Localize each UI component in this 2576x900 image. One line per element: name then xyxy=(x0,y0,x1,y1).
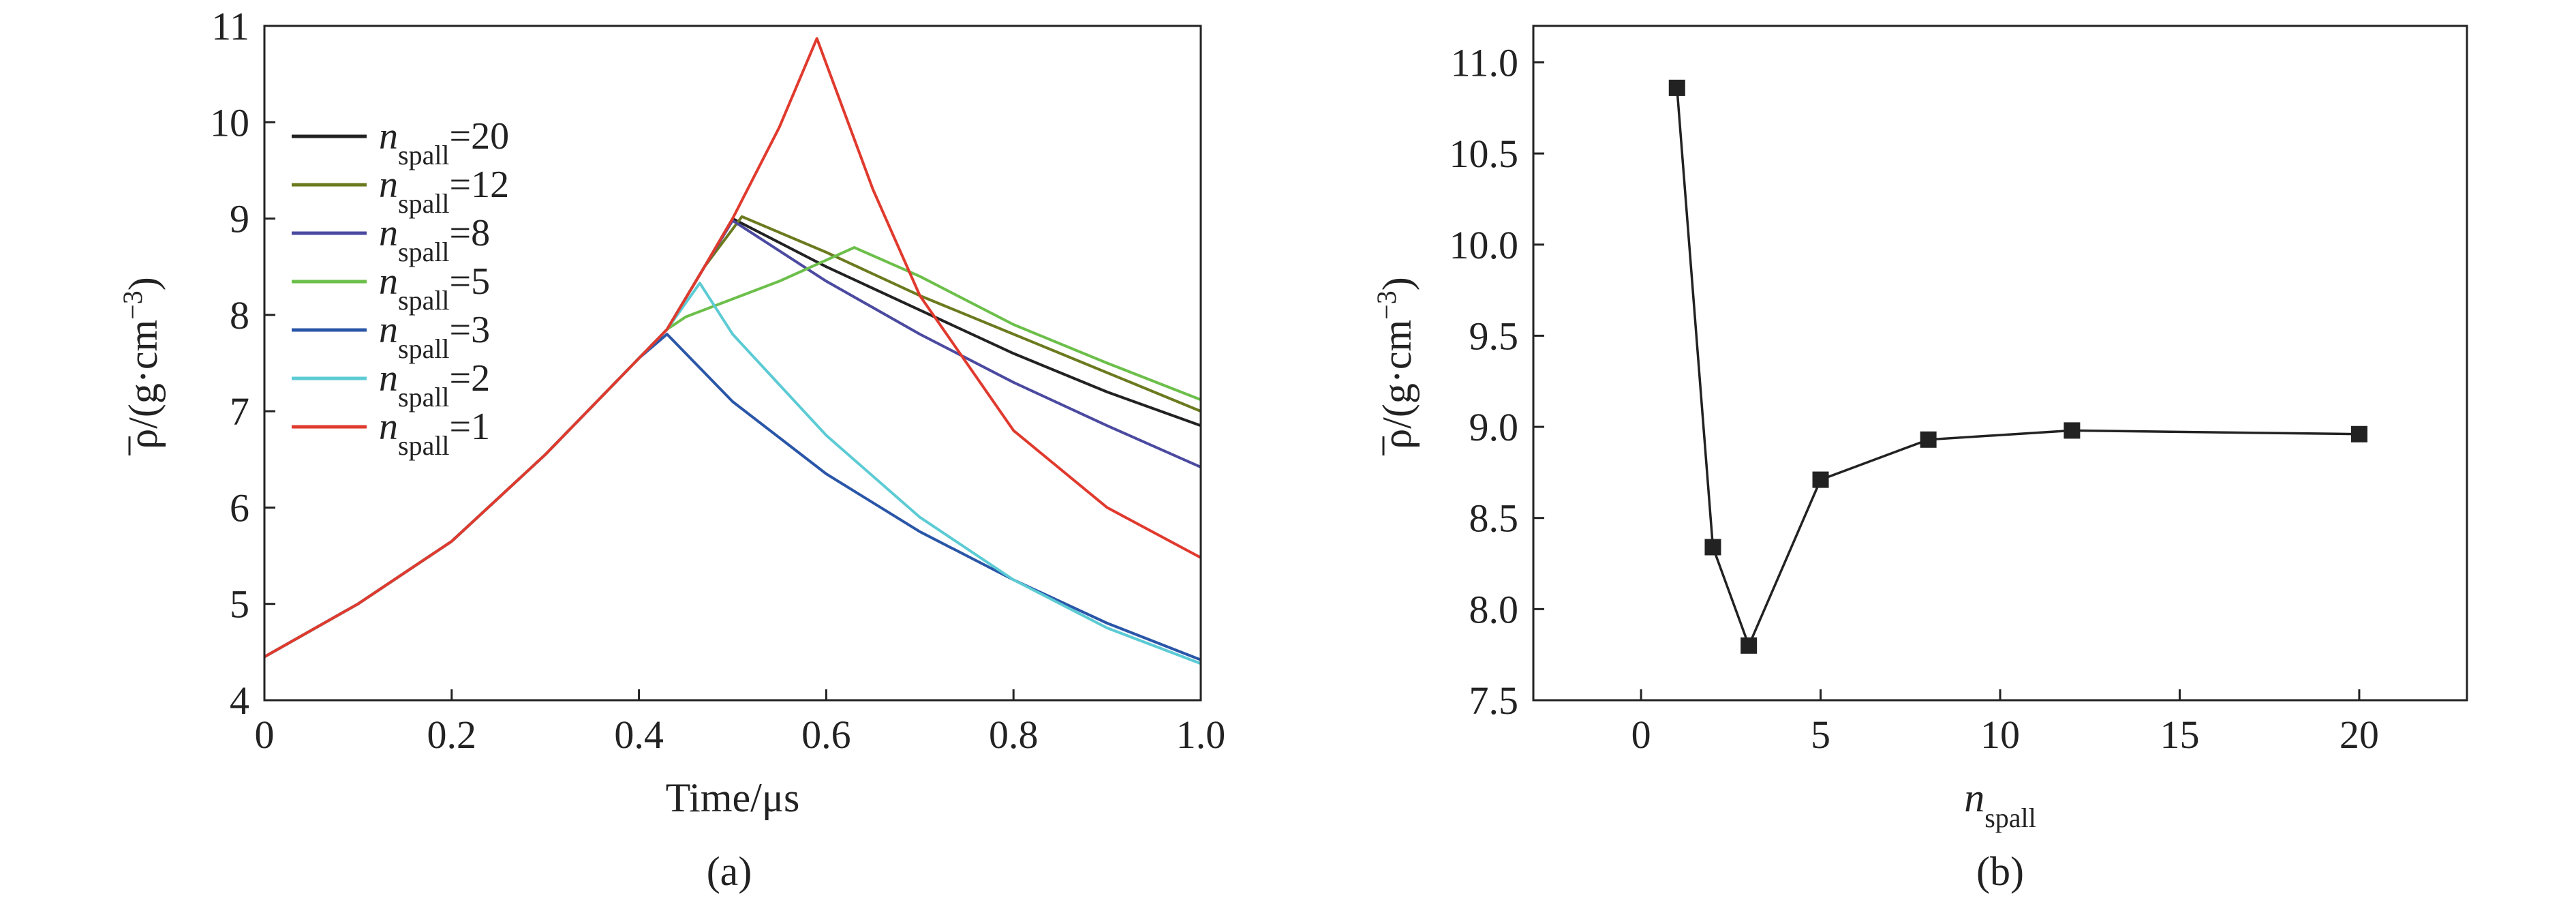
chart-b-x-axis-symbol: n xyxy=(1964,775,1984,820)
chart-a-y-tick-label: 7 xyxy=(230,389,249,434)
chart-a-legend: nspall=20nspall=12nspall=8nspall=5nspall… xyxy=(292,115,509,461)
chart-a-y-axis-label: ρ/(g·cm−3) xyxy=(117,277,166,449)
chart-a-y-axis-exponent: −3 xyxy=(117,290,148,320)
legend-label: nspall=2 xyxy=(379,357,490,412)
chart-a-x-tick-label: 0.2 xyxy=(427,712,477,757)
chart-b-data-point xyxy=(1704,539,1721,556)
chart-a-series-line-6 xyxy=(264,37,1201,659)
chart-b-y-tick-label: 10.0 xyxy=(1450,223,1519,267)
legend-label: nspall=1 xyxy=(379,406,490,461)
chart-a-y-axis-symbol: ρ xyxy=(121,429,166,449)
chart-a-x-tick-label: 0 xyxy=(255,712,275,757)
chart-b: 0 5 10 15 20 7.5 8.0 8.5 9.0 9.5 10.0 10.5 11.0 nsp… xyxy=(1371,25,2468,894)
chart-b-y-axis-symbol: ρ xyxy=(1375,429,1420,449)
chart-b-y-axis-unit-close: ) xyxy=(1375,277,1420,290)
chart-b-plot-frame xyxy=(1532,25,2468,702)
chart-a-y-tick-label: 9 xyxy=(230,197,249,241)
legend-label: nspall=20 xyxy=(379,115,509,170)
chart-b-y-tick-label: 8.5 xyxy=(1469,496,1519,541)
chart-b-y-tick-label: 7.5 xyxy=(1469,678,1519,723)
chart-a-x-tick-label: 0.6 xyxy=(801,712,851,757)
panel-label-b: (b) xyxy=(1976,849,2024,894)
legend-label: nspall=5 xyxy=(379,260,490,316)
chart-b-y-tick-label: 11.0 xyxy=(1451,40,1518,85)
chart-b-data-point xyxy=(1920,431,1937,448)
chart-b-data-point xyxy=(1741,637,1758,654)
chart-b-data-point xyxy=(2064,422,2081,439)
chart-b-x-tick-label: 15 xyxy=(2160,712,2199,757)
chart-b-series-line xyxy=(1676,87,2359,649)
legend-label: nspall=3 xyxy=(379,309,490,364)
chart-a-plot-frame xyxy=(263,25,1202,702)
chart-b-data-point xyxy=(1812,471,1829,488)
chart-b-y-axis-exponent: −3 xyxy=(1371,290,1402,320)
chart-a-y-tick-label: 11 xyxy=(211,4,249,48)
chart-a-x-tick-label: 0.4 xyxy=(614,712,664,757)
legend-label: nspall=8 xyxy=(379,212,490,267)
chart-b-x-tick-label: 10 xyxy=(1980,712,2020,757)
chart-b-data-point xyxy=(2350,425,2367,442)
chart-b-x-tick-label: 0 xyxy=(1631,712,1651,757)
chart-b-x-tick-label: 5 xyxy=(1811,712,1830,757)
chart-a-y-tick-label: 10 xyxy=(210,100,249,145)
chart-a-x-tick-label: 0.8 xyxy=(989,712,1039,757)
chart-a-x-axis-label: Time/μs xyxy=(666,775,800,820)
chart-b-x-tick-label: 20 xyxy=(2340,712,2379,757)
chart-b-y-tick-label: 10.5 xyxy=(1450,132,1519,176)
chart-b-y-tick-label: 9.0 xyxy=(1469,405,1519,449)
chart-a-y-axis-unit: /(g·cm xyxy=(121,320,166,429)
chart-a-y-tick-label: 6 xyxy=(230,485,249,530)
panel-label-a: (a) xyxy=(707,849,752,894)
chart-a-y-tick-label: 8 xyxy=(230,293,249,338)
chart-b-x-axis-label: nspall xyxy=(1964,775,2036,833)
chart-b-y-axis-label: ρ/(g·cm−3) xyxy=(1371,277,1420,449)
chart-a-x-tick-label: 1.0 xyxy=(1176,712,1226,757)
chart-b-y-axis-unit: /(g·cm xyxy=(1375,320,1420,429)
chart-b-y-tick-label: 9.5 xyxy=(1469,314,1519,358)
chart-a-y-axis-unit-close: ) xyxy=(121,277,166,290)
legend-label: nspall=12 xyxy=(379,164,509,219)
chart-b-x-axis-subscript: spall xyxy=(1984,802,2036,833)
chart-a: 0 0.2 0.4 0.6 0.8 1.0 4 5 6 7 8 9 10 11 Time/μs ρ/(g… xyxy=(117,4,1226,894)
chart-b-y-tick-label: 8.0 xyxy=(1469,587,1519,631)
chart-a-y-tick-label: 4 xyxy=(230,678,249,723)
chart-a-y-tick-label: 5 xyxy=(230,582,249,627)
chart-b-data-point xyxy=(1668,79,1685,96)
